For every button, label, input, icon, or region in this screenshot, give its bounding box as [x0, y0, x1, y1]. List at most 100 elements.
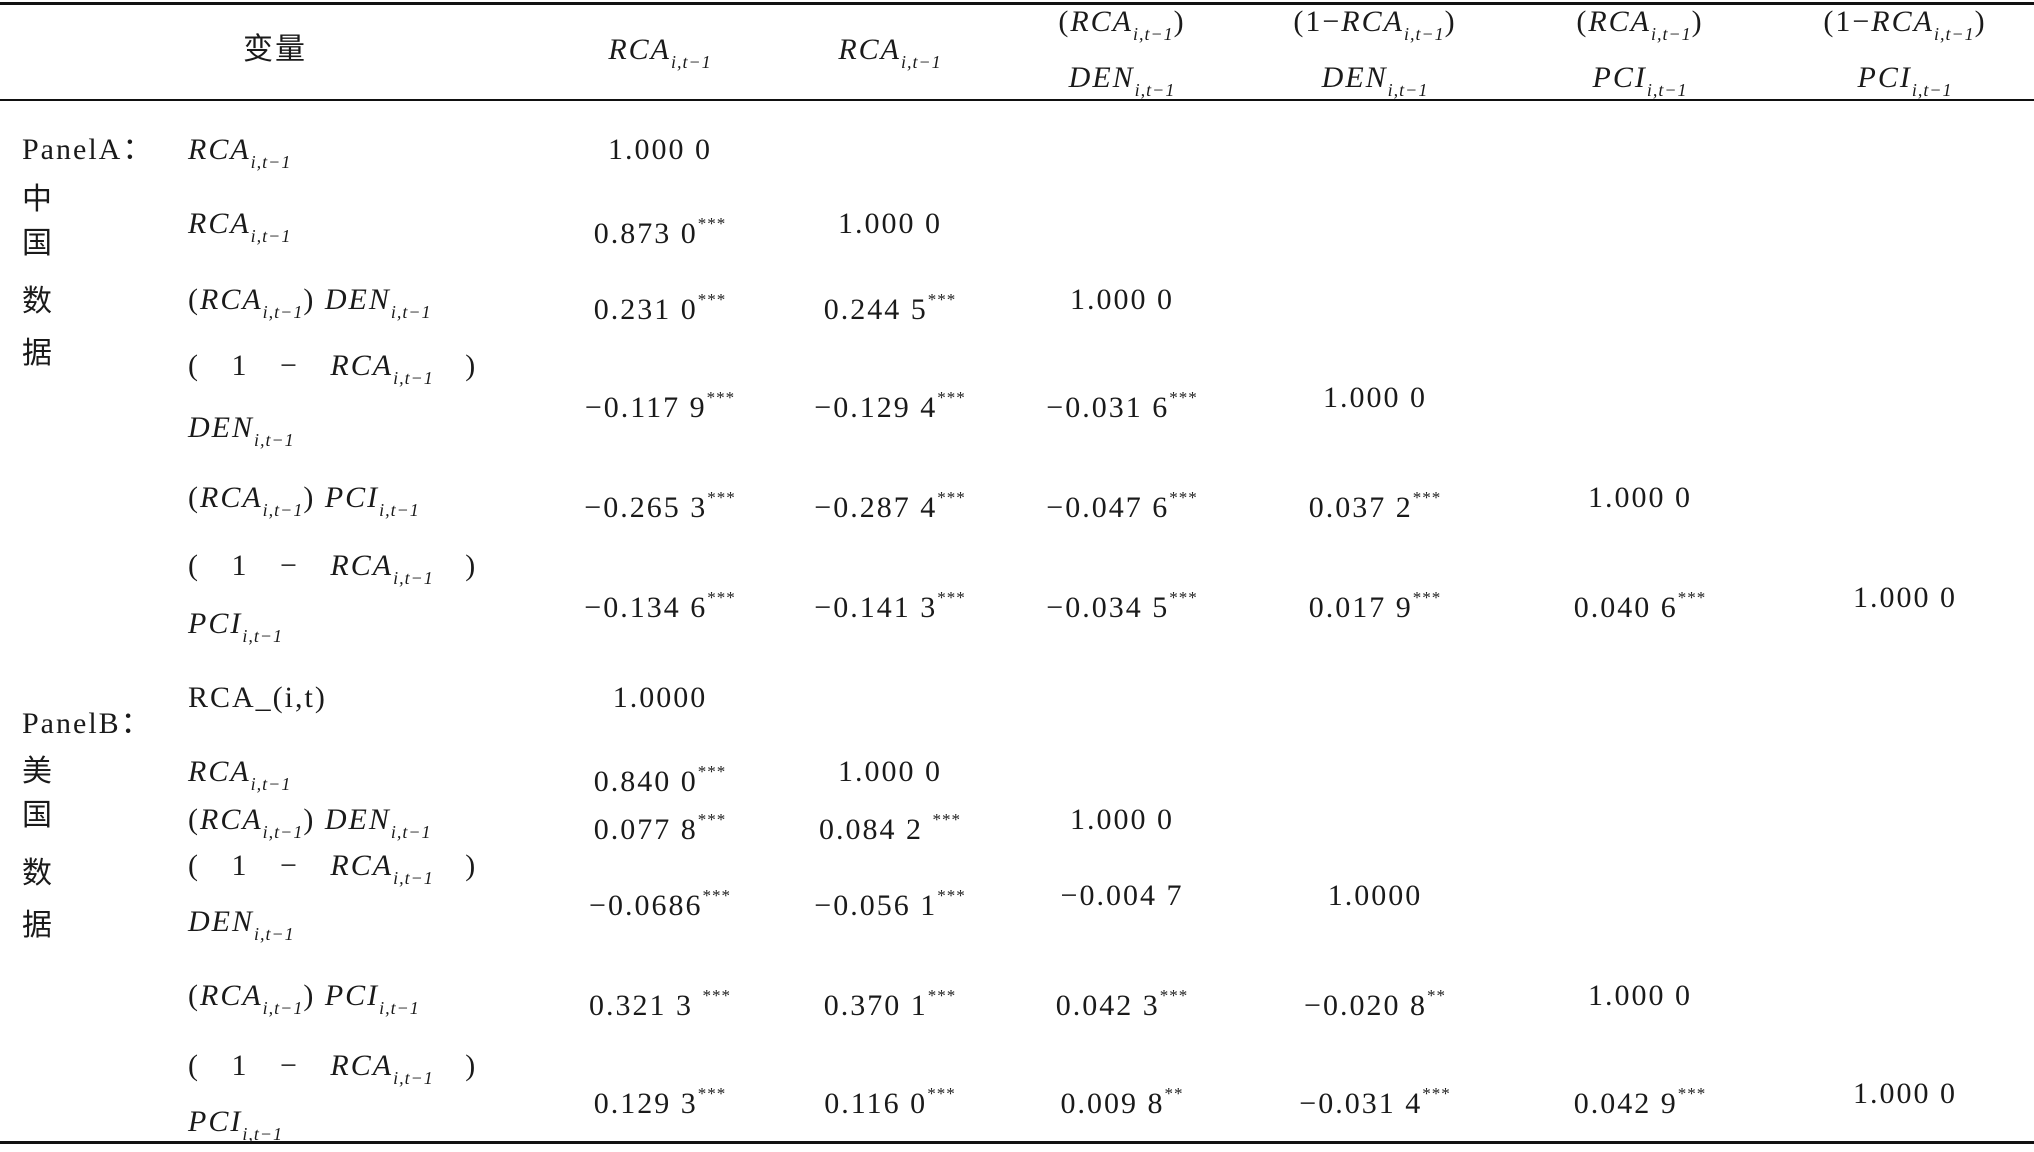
panel-1-row-4-cell-4: 1.000 0	[1323, 381, 1427, 414]
panel-2-row-4-cell-4: 1.0000	[1327, 879, 1423, 912]
panel-1-row-6-cell-3: −0.034 5***	[1046, 588, 1198, 624]
panel-1-row-3-cell-3: 1.000 0	[1070, 283, 1174, 316]
panel-1-row-4-cell-1: −0.117 9***	[584, 388, 736, 424]
significance-stars: ***	[932, 810, 961, 829]
significance-stars: ***	[707, 488, 736, 507]
panel-2-row-2-variable: RCAi,t−1	[188, 755, 292, 794]
panel-1-row-5-cell-2: −0.287 4***	[814, 488, 966, 524]
panel-2-row-1-cell-1: 1.0000	[612, 681, 708, 714]
header-col-5-line2: PCIi,t−1	[1592, 61, 1688, 100]
significance-stars: ***	[1169, 388, 1198, 407]
significance-stars: ***	[1412, 588, 1442, 607]
significance-stars: **	[1426, 986, 1446, 1005]
panel-2-row-4-variable-line1: ( 1 − RCAi,t−1 )	[188, 849, 478, 888]
panel-1-row-1-variable: RCAi,t−1	[188, 133, 292, 172]
panel-2-row-3-cell-3: 1.000 0	[1070, 803, 1174, 836]
panel-2-row-5-cell-3: 0.042 3***	[1055, 986, 1189, 1022]
header-col-6-line2: PCIi,t−1	[1857, 61, 1953, 100]
header-col-4-line2: DENi,t−1	[1321, 61, 1429, 100]
panel-1-row-5-cell-3: −0.047 6***	[1046, 488, 1198, 524]
header-col-3-line2: DENi,t−1	[1068, 61, 1176, 100]
significance-stars: ***	[927, 290, 957, 309]
panel-1-label-4: 据	[22, 337, 54, 370]
panel-1-row-3-cell-1: 0.231 0***	[593, 290, 727, 326]
panel-2-row-6-cell-2: 0.116 0***	[824, 1084, 956, 1120]
panel-1-row-2-variable: RCAi,t−1	[188, 207, 292, 246]
panel-1-row-6-variable-line1: ( 1 − RCAi,t−1 )	[188, 549, 478, 588]
significance-stars: ***	[1677, 1084, 1707, 1103]
significance-stars: ***	[697, 214, 727, 233]
header-variable: 变量	[243, 33, 307, 66]
significance-stars: ***	[697, 810, 727, 829]
panel-1-label-1: 中	[22, 183, 54, 216]
significance-stars: ***	[927, 1084, 956, 1103]
panel-2-row-4-variable-line2: DENi,t−1	[188, 905, 295, 944]
significance-stars: ***	[1169, 588, 1198, 607]
significance-stars: ***	[927, 986, 957, 1005]
panel-2-row-3-cell-1: 0.077 8***	[593, 810, 727, 846]
significance-stars: ***	[937, 886, 966, 905]
panel-2-row-4-cell-1: −0.0686***	[589, 886, 731, 922]
header-col-4-line1: (1−RCAi,t−1)	[1293, 5, 1457, 44]
panel-1-row-4-cell-2: −0.129 4***	[814, 388, 966, 424]
panel-1-label-3: 数	[22, 285, 54, 318]
panel-1-row-4-variable-line2: DENi,t−1	[188, 411, 295, 450]
significance-stars: ***	[702, 986, 731, 1005]
panel-2-row-2-cell-1: 0.840 0***	[593, 762, 727, 798]
panel-2-row-5-cell-5: 1.000 0	[1588, 979, 1692, 1012]
significance-stars: ***	[1677, 588, 1707, 607]
panel-1-row-1-cell-1: 1.000 0	[608, 133, 712, 166]
table-bottom-rule	[0, 1141, 2034, 1144]
panel-2-row-6-cell-6: 1.000 0	[1853, 1077, 1957, 1110]
header-col-2: RCAi,t−1	[838, 33, 942, 72]
panel-1-row-6-cell-4: 0.017 9***	[1308, 588, 1442, 624]
significance-stars: **	[1164, 1084, 1184, 1103]
panel-1-row-3-cell-2: 0.244 5***	[823, 290, 957, 326]
significance-stars: ***	[697, 1084, 727, 1103]
panel-2-row-2-cell-2: 1.000 0	[838, 755, 942, 788]
panel-2-row-3-cell-2: 0.084 2 ***	[819, 810, 961, 846]
significance-stars: ***	[937, 588, 966, 607]
header-col-5-line1: (RCAi,t−1)	[1576, 5, 1704, 44]
panel-1-row-6-cell-6: 1.000 0	[1853, 581, 1957, 614]
panel-1-row-6-variable-line2: PCIi,t−1	[188, 607, 283, 646]
panel-1-row-6-cell-5: 0.040 6***	[1573, 588, 1707, 624]
significance-stars: ***	[1412, 488, 1442, 507]
panel-2-row-1-variable: RCA_(i,t)	[188, 681, 327, 714]
panel-1-row-2-cell-1: 0.873 0***	[593, 214, 727, 250]
panel-2-label-4: 据	[22, 909, 54, 942]
significance-stars: ***	[1422, 1084, 1451, 1103]
header-col-6-line1: (1−RCAi,t−1)	[1823, 5, 1987, 44]
panel-1-row-3-variable: (RCAi,t−1) DENi,t−1	[188, 283, 432, 322]
panel-2-label-2: 国	[22, 799, 54, 832]
panel-2-row-6-cell-3: 0.009 8**	[1060, 1084, 1184, 1120]
significance-stars: ***	[1169, 488, 1198, 507]
panel-1-row-5-cell-5: 1.000 0	[1588, 481, 1692, 514]
header-col-3-line1: (RCAi,t−1)	[1058, 5, 1186, 44]
panel-2-row-6-cell-5: 0.042 9***	[1573, 1084, 1707, 1120]
significance-stars: ***	[1159, 986, 1189, 1005]
table-header-rule	[0, 99, 2034, 101]
panel-2-label-0: PanelB：	[22, 707, 153, 740]
panel-1-row-2-cell-2: 1.000 0	[838, 207, 942, 240]
significance-stars: ***	[937, 388, 966, 407]
panel-2-row-5-variable: (RCAi,t−1) PCIi,t−1	[188, 979, 420, 1018]
panel-1-row-5-cell-1: −0.265 3***	[584, 488, 736, 524]
panel-2-row-5-cell-2: 0.370 1***	[823, 986, 957, 1022]
panel-2-row-4-cell-3: −0.004 7	[1060, 879, 1184, 912]
panel-2-row-4-cell-2: −0.056 1***	[814, 886, 966, 922]
panel-2-row-5-cell-4: −0.020 8**	[1304, 986, 1446, 1022]
panel-2-row-5-cell-1: 0.321 3 ***	[589, 986, 731, 1022]
significance-stars: ***	[707, 588, 736, 607]
table-top-rule	[0, 2, 2034, 5]
panel-1-row-6-cell-2: −0.141 3***	[814, 588, 966, 624]
panel-1-row-5-cell-4: 0.037 2***	[1308, 488, 1442, 524]
panel-1-label-2: 国	[22, 227, 54, 260]
significance-stars: ***	[706, 388, 736, 407]
header-col-1: RCAi,t−1	[608, 33, 712, 72]
significance-stars: ***	[702, 886, 731, 905]
panel-2-row-6-cell-4: −0.031 4***	[1299, 1084, 1451, 1120]
panel-1-row-6-cell-1: −0.134 6***	[584, 588, 736, 624]
panel-2-label-3: 数	[22, 857, 54, 890]
panel-2-row-6-variable-line1: ( 1 − RCAi,t−1 )	[188, 1049, 478, 1088]
